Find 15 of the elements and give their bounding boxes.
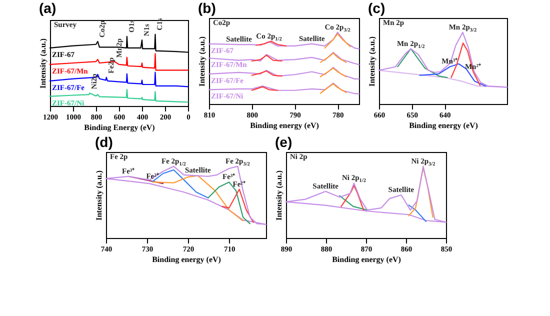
x-axis-title: Binding Energy (eV) [84,123,155,132]
y-axis-title: Intensity (a.u.) [38,38,47,89]
chart-title: (d) [94,134,112,150]
chart-title: (e) [274,134,292,150]
x-axis-title: Binding energy (eV) [152,255,221,264]
y-axis-title: Intensity (a.u.) [367,36,376,87]
y-axis-title: Intensity (a.u.) [197,36,206,87]
chart-title: (a) [38,0,56,16]
chart-title: (c) [368,0,385,16]
chart-title: (b) [198,0,216,16]
y-axis-title: Intensity (a.u.) [94,170,103,221]
y-axis-title: Intensity (a.u.) [274,170,283,221]
x-axis-title: Binding energy (eV) [408,121,478,130]
x-axis-title: Binding energy (eV) [250,121,319,130]
x-axis-title: Binding energy (eV) [332,255,401,264]
